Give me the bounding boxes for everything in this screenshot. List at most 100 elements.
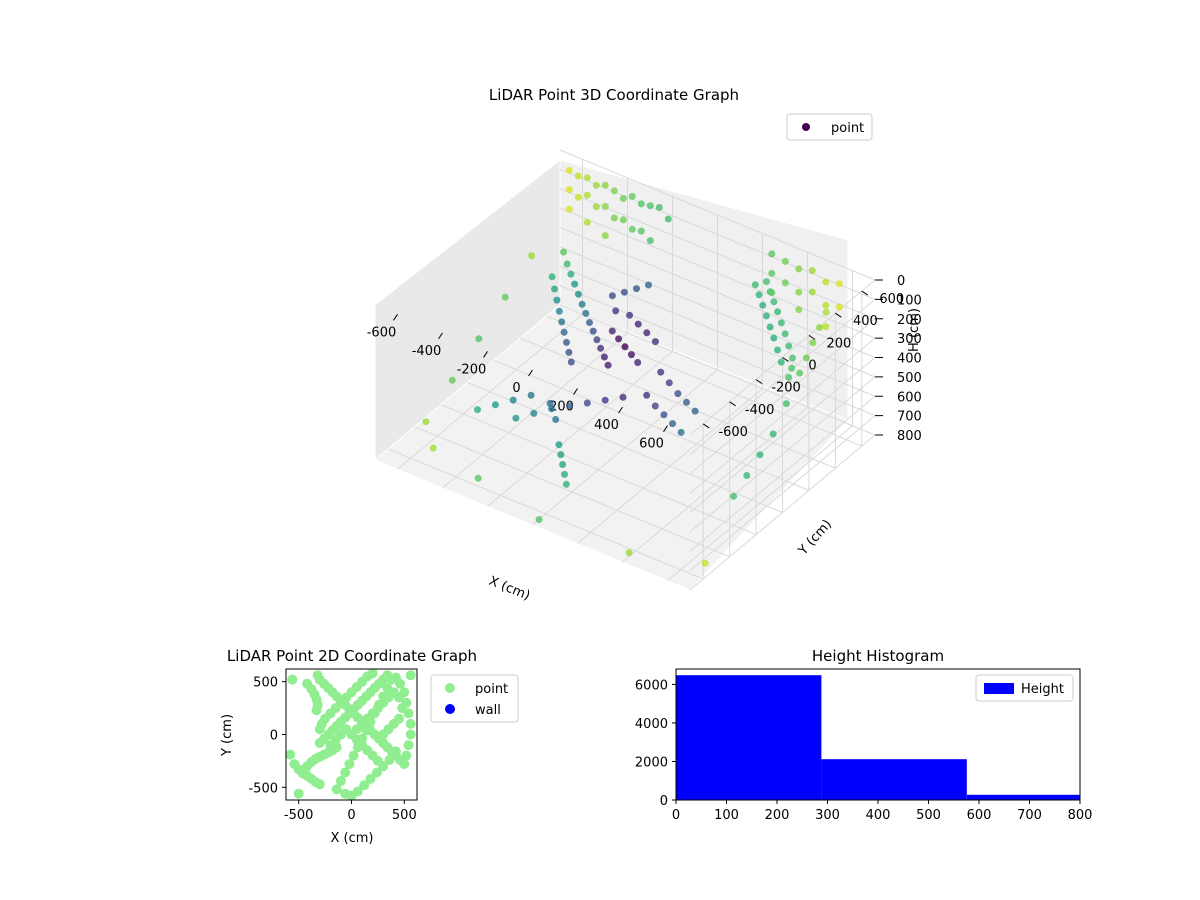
point-2d	[359, 780, 370, 791]
point-3d	[565, 348, 573, 356]
point-3d	[551, 285, 558, 293]
point-3d	[559, 461, 567, 468]
histogram-bar	[821, 759, 967, 800]
x-tick-label-3d: 400	[594, 418, 619, 433]
point-3d	[422, 418, 430, 426]
point-2d	[367, 668, 378, 679]
point-3d	[561, 470, 568, 478]
legend-histogram-swatch	[984, 683, 1014, 694]
point-3d	[627, 351, 635, 359]
point-2d	[285, 749, 296, 760]
grid-line-y	[388, 448, 704, 580]
point-2d	[390, 746, 401, 757]
point-2d	[405, 670, 416, 681]
point-3d	[592, 203, 600, 211]
x-tick-3d	[393, 314, 398, 321]
point-3d	[474, 406, 481, 414]
point-3d	[762, 312, 770, 320]
z-tick-label-3d: 600	[897, 390, 922, 405]
point-3d	[619, 216, 627, 224]
y-tick-3d	[702, 423, 710, 429]
point-3d	[620, 288, 628, 296]
point-2d	[331, 784, 342, 795]
point-3d	[589, 327, 597, 335]
y-tick-label-2d: 0	[270, 729, 278, 744]
x-tick-label-histogram: 400	[866, 808, 891, 823]
point-3d	[562, 480, 570, 488]
point-3d	[768, 269, 776, 277]
x-axis-label-3d: X (cm)	[487, 574, 532, 604]
y-tick-3d	[755, 379, 763, 385]
point-3d	[768, 289, 776, 297]
point-3d	[491, 401, 499, 409]
y-tick-label-3d: -600	[718, 425, 748, 440]
point-3d	[560, 248, 567, 256]
legend-2d-marker-wall	[445, 704, 455, 714]
x-tick-label-histogram: 200	[765, 808, 790, 823]
point-3d	[597, 344, 605, 352]
point-3d	[601, 203, 609, 210]
point-3d	[626, 311, 634, 319]
chart-histogram: Height Histogram 0 100 200 300 400 500 600 700 8…	[635, 647, 1093, 823]
point-3d	[651, 402, 659, 410]
point-2d	[348, 750, 359, 761]
point-3d	[743, 472, 751, 479]
grid-3d	[388, 149, 876, 591]
point-3d	[555, 307, 563, 315]
x-tick-label-histogram: 0	[672, 808, 680, 823]
grid-line-y	[414, 426, 730, 558]
point-3d	[802, 354, 810, 362]
point-3d	[816, 324, 823, 331]
point-2d	[314, 779, 325, 790]
legend-3d-marker-point	[802, 123, 810, 131]
point-2d	[403, 740, 414, 751]
point-3d	[628, 225, 636, 233]
point-3d	[592, 181, 600, 189]
point-3d	[768, 250, 776, 258]
chart-3d-title: LiDAR Point 3D Coordinate Graph	[489, 86, 739, 104]
legend-3d-frame	[786, 113, 873, 141]
x-tick-3d	[483, 351, 488, 358]
point-3d	[566, 402, 573, 410]
y-tick-label-3d: 400	[853, 314, 878, 329]
legend-2d-label-wall: wall	[475, 703, 501, 718]
x-tick-label-histogram: 300	[815, 808, 840, 823]
point-3d	[593, 336, 601, 344]
point-2d	[372, 755, 383, 766]
z-tick-label-3d: 200	[897, 313, 922, 328]
point-3d	[655, 204, 663, 211]
point-2d	[344, 759, 355, 770]
point-3d	[651, 338, 659, 346]
x-tick-label-2d: 500	[392, 808, 417, 823]
point-3d	[795, 265, 803, 273]
z-tick-label-3d: 700	[897, 410, 922, 425]
point-2d	[394, 713, 404, 724]
point-3d	[621, 343, 629, 351]
point-3d	[646, 237, 654, 245]
point-3d	[774, 308, 782, 316]
point-3d	[808, 288, 816, 296]
point-3d	[756, 451, 764, 459]
point-3d	[567, 270, 575, 278]
point-2d	[405, 729, 416, 740]
x-tick-label-histogram: 500	[916, 808, 941, 823]
x-tick-label-3d: 600	[639, 437, 664, 452]
point-3d	[583, 218, 591, 226]
point-3d	[759, 301, 767, 309]
histogram-bars	[676, 675, 1080, 800]
point-3d	[448, 376, 456, 384]
point-3d	[429, 444, 437, 452]
histogram-bar	[676, 675, 822, 800]
y-axis-label-3d: Y (cm)	[795, 517, 835, 559]
chart-3d: LiDAR Point 3D Coordinate Graph -600 -400…	[367, 86, 922, 604]
x-tick-label-3d: -600	[367, 325, 397, 340]
point-3d	[777, 358, 785, 366]
point-3d	[574, 290, 582, 298]
point-3d	[615, 335, 623, 343]
ticks-3d: -600-400-2000200400600-600-400-200020040…	[367, 274, 922, 452]
y-tick-label-3d: -400	[745, 403, 775, 418]
point-3d	[546, 399, 554, 407]
ticks-2d: -500 0 500 -500 0 500	[248, 676, 416, 823]
grid-line-z-back	[559, 304, 876, 436]
